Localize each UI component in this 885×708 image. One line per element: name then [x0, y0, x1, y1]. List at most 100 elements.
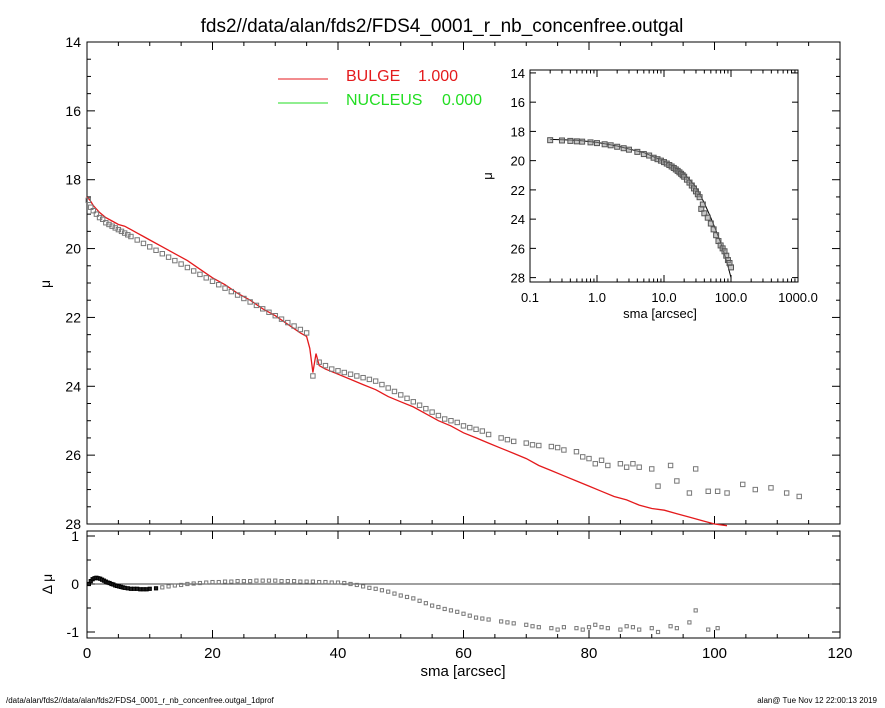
residual-y-tick-label: 1 — [71, 528, 79, 544]
residual-data-point — [467, 613, 472, 618]
residual-data-point — [398, 593, 403, 598]
chart-title: fds2//data/alan/fds2/FDS4_0001_r_nb_conc… — [201, 16, 684, 37]
residual-data-point — [599, 625, 604, 630]
residual-x-axis: 0 20 40 60 80 100 120 — [83, 531, 853, 662]
inset-data-point — [558, 137, 565, 144]
residual-data-point — [153, 586, 159, 591]
residual-data-point — [241, 579, 246, 584]
residual-x-tick-label: 80 — [581, 645, 598, 662]
residual-data-point — [392, 591, 397, 596]
main-data-point — [605, 462, 611, 469]
residual-data-point — [160, 585, 165, 590]
main-data-point — [667, 462, 674, 469]
inset-x-axis: 0.1 1.0 10.0 100.0 1000.0 — [521, 70, 818, 305]
residual-data-point — [185, 581, 190, 587]
inset-y-axis: 14 16 18 20 22 24 26 28 — [511, 66, 798, 286]
residual-data-point — [404, 594, 410, 600]
main-data-point — [467, 424, 473, 431]
inset-data-point — [696, 194, 703, 201]
main-data-point — [630, 461, 636, 467]
main-data-point — [391, 388, 398, 395]
bulge-model-curve — [86, 196, 728, 527]
residual-y-tick-label: 0 — [71, 576, 79, 592]
main-data-point — [724, 490, 730, 496]
main-data-point — [172, 257, 178, 264]
residual-data-point — [191, 581, 196, 586]
main-data-point — [435, 412, 442, 419]
residual-x-tick-label: 120 — [827, 645, 852, 662]
residual-data-point — [423, 601, 428, 606]
inset-y-tick-label: 28 — [511, 271, 525, 286]
main-data-point — [441, 416, 448, 422]
inset-y-tick-label: 14 — [511, 66, 525, 81]
main-data-point — [473, 426, 479, 433]
main-data-point — [341, 369, 347, 376]
inset-data-point — [620, 145, 627, 152]
footer-file-path: /data/alan/fds2//data/alan/fds2/FDS4_000… — [6, 696, 274, 705]
residual-data-point — [706, 627, 711, 632]
main-data-point — [99, 216, 106, 223]
main-data-point — [783, 490, 790, 496]
residual-data-point — [172, 583, 177, 588]
residual-data-point — [166, 584, 171, 589]
residual-data-points — [86, 575, 720, 635]
main-data-point — [360, 374, 366, 381]
residual-data-point — [536, 625, 541, 630]
legend-label-bulge: BULGE — [346, 68, 400, 85]
legend-label-nucleus: NUCLEUS — [346, 92, 422, 109]
residual-data-point — [348, 581, 353, 587]
main-data-point — [93, 211, 100, 217]
main-data-point — [291, 323, 297, 329]
inset-log-plot: 14 16 18 20 22 24 26 28 0.1 1.0 10.0 100.0 1000.0 μ… — [480, 66, 818, 321]
main-data-point — [335, 368, 341, 374]
residual-data-point — [586, 625, 592, 630]
residual-data-point — [411, 596, 416, 601]
inset-x-axis-label: sma [arcsec] — [623, 306, 697, 321]
residual-x-tick-label: 40 — [330, 645, 347, 662]
main-data-point — [247, 299, 253, 305]
residual-data-point — [304, 579, 309, 584]
main-data-point — [429, 409, 435, 415]
main-data-point — [234, 292, 241, 298]
main-data-point — [655, 483, 661, 489]
main-data-point — [285, 319, 291, 326]
main-data-point — [692, 466, 699, 472]
main-data-point — [617, 461, 624, 467]
inset-y-axis-label: μ — [480, 172, 495, 180]
residual-x-tick-label: 100 — [702, 645, 727, 662]
inset-x-tick-label: 0.1 — [521, 290, 539, 305]
residual-data-point — [310, 579, 315, 584]
inset-y-tick-label: 26 — [511, 241, 525, 256]
residual-data-point — [197, 580, 203, 586]
main-data-point — [134, 237, 140, 243]
inset-y-tick-label: 24 — [511, 212, 525, 227]
main-data-point — [705, 488, 711, 494]
residual-data-point — [674, 626, 679, 631]
residual-x-tick-label: 60 — [455, 645, 472, 662]
residual-data-point — [530, 624, 535, 629]
residual-data-point — [285, 579, 290, 584]
inset-x-tick-label: 100.0 — [715, 290, 748, 305]
main-data-point — [266, 309, 272, 315]
residual-data-point — [649, 626, 654, 631]
main-data-point — [140, 240, 147, 247]
residual-data-point — [291, 579, 297, 584]
residual-x-axis-label: sma [arcsec] — [420, 663, 505, 680]
main-data-point — [598, 457, 605, 464]
main-data-point — [529, 442, 536, 448]
main-data-point — [190, 268, 197, 274]
main-data-points — [85, 197, 802, 500]
inset-data-point — [587, 139, 594, 146]
main-y-tick-label: 18 — [65, 172, 81, 188]
residual-x-tick-label: 20 — [204, 645, 221, 662]
residual-data-point — [505, 620, 510, 625]
residual-data-point — [386, 589, 391, 594]
main-data-point — [354, 373, 360, 379]
main-y-tick-label: 24 — [65, 378, 81, 394]
residual-data-point — [473, 615, 479, 620]
inset-data-point — [699, 201, 706, 208]
inset-y-tick-label: 16 — [511, 95, 525, 110]
main-data-point — [128, 233, 134, 240]
bulge-model-line — [86, 196, 728, 527]
main-profile-plot: 14 16 18 20 22 24 26 28 μ BULGE 1.000 NUCLEUS 0… — [37, 34, 841, 532]
